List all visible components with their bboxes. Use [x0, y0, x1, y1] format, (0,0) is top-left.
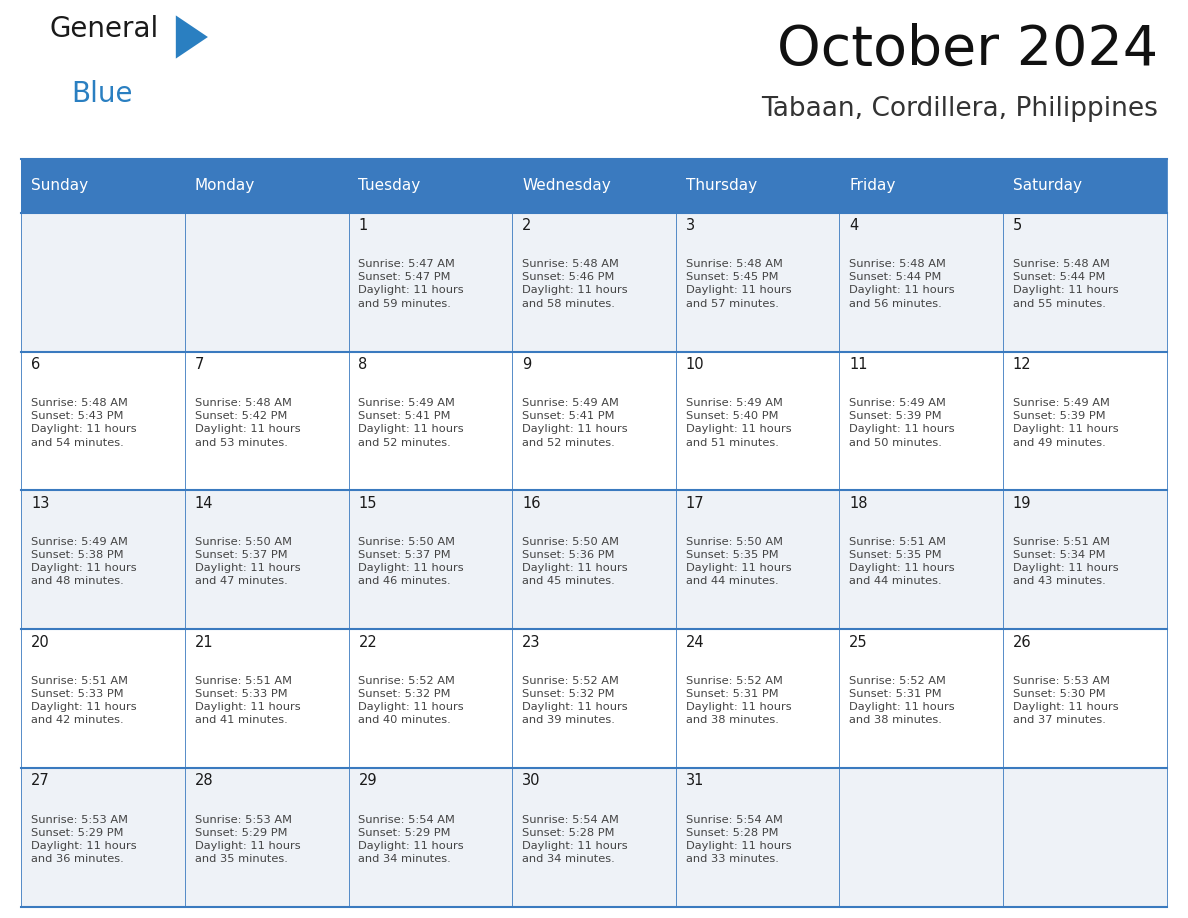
Bar — [21, 213, 1167, 352]
Text: Sunrise: 5:52 AM
Sunset: 5:31 PM
Daylight: 11 hours
and 38 minutes.: Sunrise: 5:52 AM Sunset: 5:31 PM Dayligh… — [849, 676, 955, 725]
Text: Sunrise: 5:48 AM
Sunset: 5:42 PM
Daylight: 11 hours
and 53 minutes.: Sunrise: 5:48 AM Sunset: 5:42 PM Dayligh… — [195, 397, 301, 448]
Text: 22: 22 — [359, 634, 377, 650]
Text: 19: 19 — [1013, 496, 1031, 510]
Text: Sunrise: 5:51 AM
Sunset: 5:33 PM
Daylight: 11 hours
and 41 minutes.: Sunrise: 5:51 AM Sunset: 5:33 PM Dayligh… — [195, 676, 301, 725]
Text: Sunrise: 5:48 AM
Sunset: 5:43 PM
Daylight: 11 hours
and 54 minutes.: Sunrise: 5:48 AM Sunset: 5:43 PM Dayligh… — [31, 397, 137, 448]
Bar — [21, 159, 1167, 213]
Text: Sunrise: 5:49 AM
Sunset: 5:39 PM
Daylight: 11 hours
and 49 minutes.: Sunrise: 5:49 AM Sunset: 5:39 PM Dayligh… — [1013, 397, 1118, 448]
Text: 27: 27 — [31, 773, 50, 789]
Text: Sunrise: 5:49 AM
Sunset: 5:40 PM
Daylight: 11 hours
and 51 minutes.: Sunrise: 5:49 AM Sunset: 5:40 PM Dayligh… — [685, 397, 791, 448]
Bar — [21, 629, 1167, 768]
Text: Tabaan, Cordillera, Philippines: Tabaan, Cordillera, Philippines — [762, 95, 1158, 121]
Text: Saturday: Saturday — [1013, 178, 1082, 194]
Text: Sunrise: 5:50 AM
Sunset: 5:35 PM
Daylight: 11 hours
and 44 minutes.: Sunrise: 5:50 AM Sunset: 5:35 PM Dayligh… — [685, 537, 791, 587]
Text: Sunrise: 5:54 AM
Sunset: 5:28 PM
Daylight: 11 hours
and 34 minutes.: Sunrise: 5:54 AM Sunset: 5:28 PM Dayligh… — [522, 814, 627, 864]
Text: Sunrise: 5:48 AM
Sunset: 5:44 PM
Daylight: 11 hours
and 56 minutes.: Sunrise: 5:48 AM Sunset: 5:44 PM Dayligh… — [849, 259, 955, 308]
Text: Sunrise: 5:48 AM
Sunset: 5:44 PM
Daylight: 11 hours
and 55 minutes.: Sunrise: 5:48 AM Sunset: 5:44 PM Dayligh… — [1013, 259, 1118, 308]
Bar — [21, 352, 1167, 490]
Text: 11: 11 — [849, 357, 867, 372]
Text: 6: 6 — [31, 357, 40, 372]
Text: Sunrise: 5:50 AM
Sunset: 5:37 PM
Daylight: 11 hours
and 46 minutes.: Sunrise: 5:50 AM Sunset: 5:37 PM Dayligh… — [359, 537, 465, 587]
Text: 25: 25 — [849, 634, 868, 650]
Text: Blue: Blue — [71, 80, 133, 108]
Text: 4: 4 — [849, 218, 859, 233]
Text: 31: 31 — [685, 773, 704, 789]
Text: 7: 7 — [195, 357, 204, 372]
Text: 8: 8 — [359, 357, 367, 372]
Text: 16: 16 — [522, 496, 541, 510]
Text: 1: 1 — [359, 218, 367, 233]
Text: Sunrise: 5:54 AM
Sunset: 5:29 PM
Daylight: 11 hours
and 34 minutes.: Sunrise: 5:54 AM Sunset: 5:29 PM Dayligh… — [359, 814, 465, 864]
Text: Wednesday: Wednesday — [522, 178, 611, 194]
Text: Sunrise: 5:50 AM
Sunset: 5:37 PM
Daylight: 11 hours
and 47 minutes.: Sunrise: 5:50 AM Sunset: 5:37 PM Dayligh… — [195, 537, 301, 587]
Text: Sunrise: 5:53 AM
Sunset: 5:29 PM
Daylight: 11 hours
and 35 minutes.: Sunrise: 5:53 AM Sunset: 5:29 PM Dayligh… — [195, 814, 301, 864]
Text: Sunrise: 5:50 AM
Sunset: 5:36 PM
Daylight: 11 hours
and 45 minutes.: Sunrise: 5:50 AM Sunset: 5:36 PM Dayligh… — [522, 537, 627, 587]
Text: Friday: Friday — [849, 178, 896, 194]
Text: Sunrise: 5:54 AM
Sunset: 5:28 PM
Daylight: 11 hours
and 33 minutes.: Sunrise: 5:54 AM Sunset: 5:28 PM Dayligh… — [685, 814, 791, 864]
Bar — [21, 768, 1167, 907]
Text: Sunrise: 5:53 AM
Sunset: 5:30 PM
Daylight: 11 hours
and 37 minutes.: Sunrise: 5:53 AM Sunset: 5:30 PM Dayligh… — [1013, 676, 1118, 725]
Text: Sunrise: 5:48 AM
Sunset: 5:45 PM
Daylight: 11 hours
and 57 minutes.: Sunrise: 5:48 AM Sunset: 5:45 PM Dayligh… — [685, 259, 791, 308]
Text: 2: 2 — [522, 218, 531, 233]
Text: General: General — [50, 16, 159, 43]
Bar — [21, 490, 1167, 629]
Text: Sunrise: 5:49 AM
Sunset: 5:41 PM
Daylight: 11 hours
and 52 minutes.: Sunrise: 5:49 AM Sunset: 5:41 PM Dayligh… — [359, 397, 465, 448]
Text: Sunrise: 5:52 AM
Sunset: 5:32 PM
Daylight: 11 hours
and 39 minutes.: Sunrise: 5:52 AM Sunset: 5:32 PM Dayligh… — [522, 676, 627, 725]
Text: October 2024: October 2024 — [777, 23, 1158, 77]
Text: 5: 5 — [1013, 218, 1022, 233]
Text: 3: 3 — [685, 218, 695, 233]
Text: Sunrise: 5:49 AM
Sunset: 5:39 PM
Daylight: 11 hours
and 50 minutes.: Sunrise: 5:49 AM Sunset: 5:39 PM Dayligh… — [849, 397, 955, 448]
Text: 15: 15 — [359, 496, 377, 510]
Text: 26: 26 — [1013, 634, 1031, 650]
Text: 20: 20 — [31, 634, 50, 650]
Text: Thursday: Thursday — [685, 178, 757, 194]
Text: 28: 28 — [195, 773, 214, 789]
Text: Sunrise: 5:48 AM
Sunset: 5:46 PM
Daylight: 11 hours
and 58 minutes.: Sunrise: 5:48 AM Sunset: 5:46 PM Dayligh… — [522, 259, 627, 308]
Text: Sunrise: 5:52 AM
Sunset: 5:32 PM
Daylight: 11 hours
and 40 minutes.: Sunrise: 5:52 AM Sunset: 5:32 PM Dayligh… — [359, 676, 465, 725]
Text: Tuesday: Tuesday — [359, 178, 421, 194]
Polygon shape — [176, 16, 208, 59]
Text: 18: 18 — [849, 496, 867, 510]
Text: 14: 14 — [195, 496, 214, 510]
Text: Sunrise: 5:49 AM
Sunset: 5:41 PM
Daylight: 11 hours
and 52 minutes.: Sunrise: 5:49 AM Sunset: 5:41 PM Dayligh… — [522, 397, 627, 448]
Text: Sunrise: 5:51 AM
Sunset: 5:33 PM
Daylight: 11 hours
and 42 minutes.: Sunrise: 5:51 AM Sunset: 5:33 PM Dayligh… — [31, 676, 137, 725]
Text: Sunrise: 5:47 AM
Sunset: 5:47 PM
Daylight: 11 hours
and 59 minutes.: Sunrise: 5:47 AM Sunset: 5:47 PM Dayligh… — [359, 259, 465, 308]
Text: 13: 13 — [31, 496, 50, 510]
Text: Sunday: Sunday — [31, 178, 88, 194]
Text: Monday: Monday — [195, 178, 255, 194]
Text: Sunrise: 5:51 AM
Sunset: 5:35 PM
Daylight: 11 hours
and 44 minutes.: Sunrise: 5:51 AM Sunset: 5:35 PM Dayligh… — [849, 537, 955, 587]
Text: 9: 9 — [522, 357, 531, 372]
Text: Sunrise: 5:53 AM
Sunset: 5:29 PM
Daylight: 11 hours
and 36 minutes.: Sunrise: 5:53 AM Sunset: 5:29 PM Dayligh… — [31, 814, 137, 864]
Text: Sunrise: 5:51 AM
Sunset: 5:34 PM
Daylight: 11 hours
and 43 minutes.: Sunrise: 5:51 AM Sunset: 5:34 PM Dayligh… — [1013, 537, 1118, 587]
Text: 21: 21 — [195, 634, 214, 650]
Text: 30: 30 — [522, 773, 541, 789]
Text: 29: 29 — [359, 773, 377, 789]
Text: 12: 12 — [1013, 357, 1031, 372]
Text: 10: 10 — [685, 357, 704, 372]
Text: 24: 24 — [685, 634, 704, 650]
Text: 17: 17 — [685, 496, 704, 510]
Text: Sunrise: 5:52 AM
Sunset: 5:31 PM
Daylight: 11 hours
and 38 minutes.: Sunrise: 5:52 AM Sunset: 5:31 PM Dayligh… — [685, 676, 791, 725]
Text: Sunrise: 5:49 AM
Sunset: 5:38 PM
Daylight: 11 hours
and 48 minutes.: Sunrise: 5:49 AM Sunset: 5:38 PM Dayligh… — [31, 537, 137, 587]
Text: 23: 23 — [522, 634, 541, 650]
